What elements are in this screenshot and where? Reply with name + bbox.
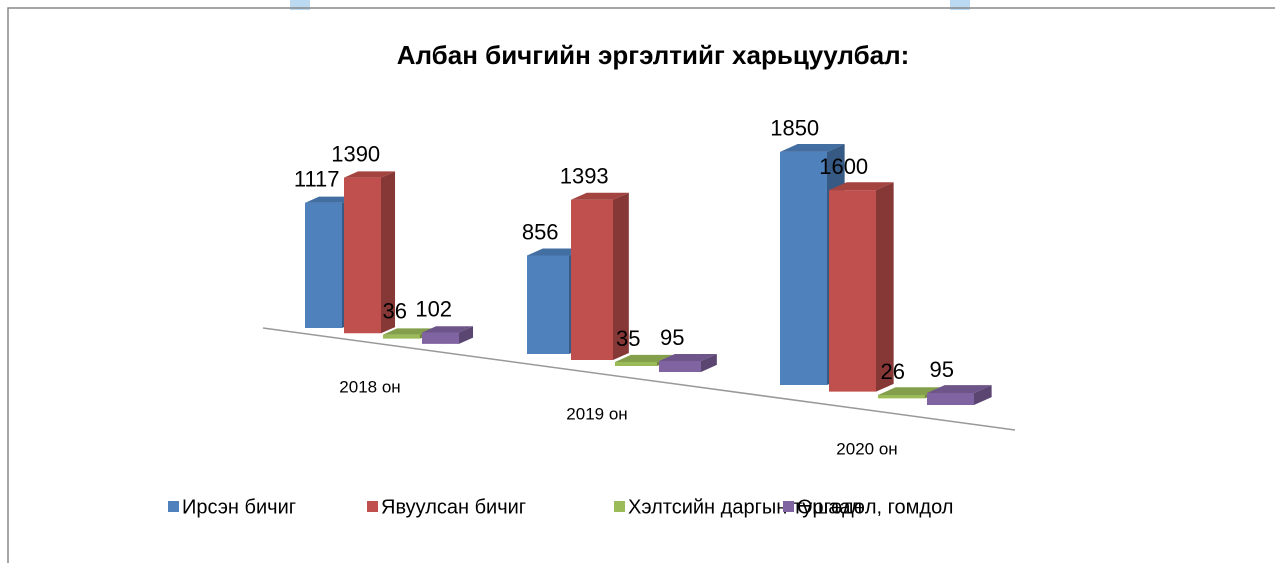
legend-swatch xyxy=(367,501,378,512)
bar-front xyxy=(615,361,657,366)
bar-side xyxy=(459,326,474,344)
bar-side xyxy=(701,353,717,372)
legend-label: Өргөдөл, гомдол xyxy=(797,496,953,518)
data-label: 102 xyxy=(415,296,452,321)
bar-top xyxy=(344,171,396,178)
bar-front xyxy=(829,190,876,392)
legend-swatch xyxy=(614,501,625,512)
bar xyxy=(829,182,894,392)
x-tick-label: 2018 он xyxy=(339,377,400,396)
bar-side xyxy=(974,385,992,405)
bar-top xyxy=(878,387,943,396)
data-label: 26 xyxy=(880,359,904,384)
bar-top xyxy=(829,182,894,191)
legend-swatch xyxy=(783,501,794,512)
bar-front xyxy=(659,361,701,372)
data-label: 856 xyxy=(522,219,559,244)
data-label: 1390 xyxy=(331,141,380,166)
frame xyxy=(7,7,1275,563)
bar-top xyxy=(571,192,629,200)
bar-front xyxy=(927,393,974,405)
chart-title: Албан бичгийн эргэлтийг харьцуулбал: xyxy=(397,40,910,70)
bar-front xyxy=(305,202,342,328)
x-tick-label: 2019 он xyxy=(566,404,627,423)
data-label: 95 xyxy=(929,357,953,382)
data-label: 95 xyxy=(660,325,684,350)
bar xyxy=(659,353,717,372)
bar xyxy=(422,326,474,344)
bar-side xyxy=(381,171,396,334)
bar xyxy=(571,192,629,360)
data-label: 1117 xyxy=(294,167,340,192)
bar-front xyxy=(527,255,569,354)
bar-side xyxy=(876,182,894,392)
bar-front xyxy=(780,151,827,385)
bar xyxy=(344,171,396,334)
legend-label: Хэлтсийн даргын тушаал xyxy=(628,496,862,518)
data-label: 36 xyxy=(382,298,406,323)
bar-side xyxy=(613,192,629,360)
bar-top xyxy=(615,354,673,362)
legend-swatch xyxy=(168,501,179,512)
bar-front xyxy=(422,332,459,344)
bar-front xyxy=(383,334,420,339)
bar-top xyxy=(780,144,845,152)
bar-front xyxy=(571,199,613,360)
bar-front xyxy=(344,177,381,334)
data-label: 1850 xyxy=(770,116,819,141)
bar-front xyxy=(878,395,925,399)
bar-top xyxy=(305,196,357,203)
bar-top xyxy=(659,353,717,362)
floor-line xyxy=(262,327,1016,431)
bar-top xyxy=(927,385,992,394)
bar-top xyxy=(383,328,435,335)
data-label: 1393 xyxy=(560,164,609,189)
bar-top xyxy=(422,326,474,333)
data-label: 35 xyxy=(616,326,640,351)
x-tick-label: 2020 он xyxy=(836,439,897,458)
legend-label: Явуулсан бичиг xyxy=(381,496,526,518)
bar-top xyxy=(527,248,585,256)
data-label: 1600 xyxy=(819,154,868,179)
bar xyxy=(927,385,992,405)
legend-label: Ирсэн бичиг xyxy=(182,496,296,518)
